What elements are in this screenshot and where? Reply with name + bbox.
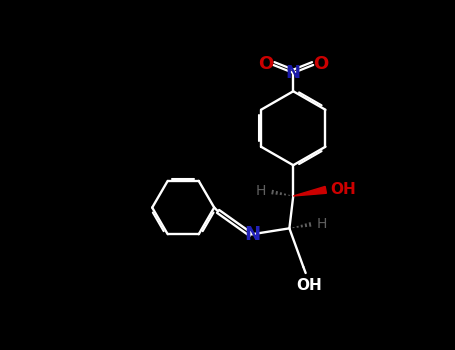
Text: OH: OH [297,278,323,293]
Text: H: H [256,184,266,198]
Text: OH: OH [330,182,356,197]
Text: N: N [244,225,260,244]
Polygon shape [293,187,326,196]
Text: H: H [317,217,327,231]
Text: O: O [258,55,273,72]
Text: N: N [286,64,301,82]
Text: O: O [313,55,329,72]
